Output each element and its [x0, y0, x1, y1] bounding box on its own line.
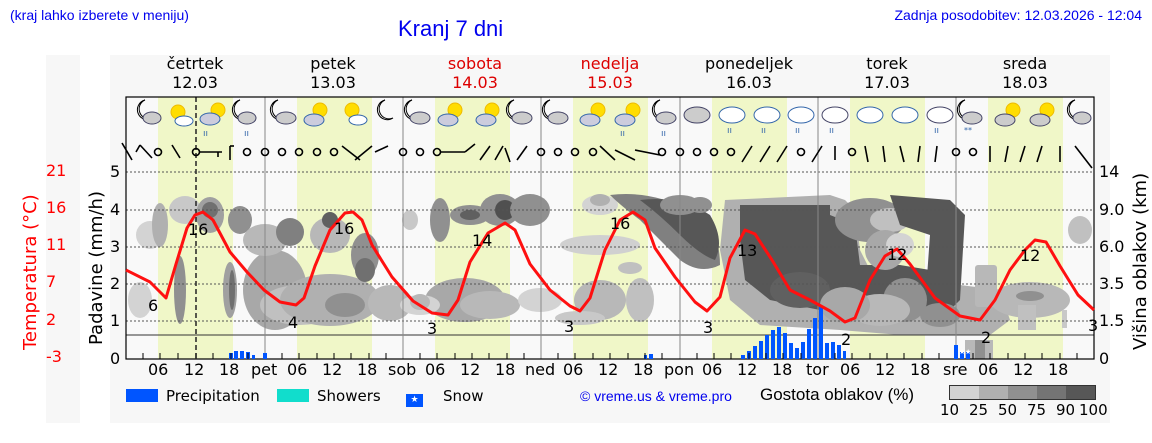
cloud-density-scale [949, 385, 1096, 400]
overcast-icon [891, 106, 919, 124]
overcast-rain-icon: ıı [926, 106, 954, 136]
day-header: sobota 14.03 [447, 54, 503, 92]
svg-text:ıı: ıı [761, 126, 766, 136]
day-header: ponedeljek 16.03 [705, 54, 793, 92]
sun-cloud-icon [994, 102, 1021, 127]
legend-showers: Showers [277, 387, 381, 405]
location-hint[interactable]: (kraj lahko izberete v meniju) [10, 7, 189, 23]
wind-barbs [121, 142, 1093, 169]
moon-cloud-icon [1066, 99, 1092, 125]
svg-text:ıı: ıı [727, 126, 732, 136]
day-header: torek 17.03 [864, 54, 910, 92]
svg-text:6: 6 [148, 296, 158, 315]
overcast-rain-icon: ıı [821, 106, 849, 136]
cloud-height-axis-title: Višina oblakov (km) [1130, 173, 1151, 350]
moon-cloud-icon [505, 99, 533, 125]
svg-text:2: 2 [841, 330, 851, 349]
svg-text:3: 3 [1088, 316, 1098, 335]
showers-swatch [277, 389, 309, 402]
svg-text:ıı: ıı [795, 126, 800, 136]
moon-cloud-snow-icon: ** [956, 99, 983, 135]
overcast-icon [856, 106, 884, 124]
day-header: petek 13.03 [310, 54, 356, 92]
legend-precipitation: Precipitation [126, 387, 260, 405]
snow-markers: ★ ★ [959, 348, 971, 356]
svg-text:3: 3 [703, 318, 713, 337]
sun-cloud-icon [303, 102, 328, 127]
overcast-rain-icon: ıı [753, 106, 781, 136]
moon-cloud-icon [403, 99, 431, 125]
svg-text:★: ★ [965, 348, 971, 356]
sun-cloud-icon [1029, 102, 1055, 127]
svg-text:4: 4 [288, 313, 298, 332]
sun-cloud-icon [475, 102, 500, 127]
day-header: četrtek 12.03 [166, 54, 224, 92]
svg-text:ıı: ıı [934, 126, 939, 136]
gridlines [126, 171, 1094, 322]
x-ticks [142, 353, 1078, 359]
svg-text:13: 13 [737, 241, 757, 260]
moon-cloud-icon [136, 99, 162, 125]
temp-axis-panel [46, 55, 80, 423]
precipitation-swatch [126, 389, 158, 402]
svg-text:3: 3 [564, 317, 574, 336]
cloud-density-ticks: 10 25 50 75 90 100 [940, 401, 1108, 419]
moon-cloud-icon [269, 99, 297, 125]
svg-text:**: ** [964, 126, 972, 135]
svg-text:Temperatura (°C): Temperatura (°C) [20, 194, 41, 351]
svg-text:12: 12 [1020, 246, 1040, 265]
sun-cloud-rain-icon: ıı [199, 102, 226, 139]
temperature-line [125, 210, 1096, 324]
svg-text:ıı: ıı [203, 129, 208, 139]
sun-cloud-icon [437, 102, 463, 127]
svg-text:ıı: ıı [244, 129, 249, 139]
sun-cloud-icon [170, 104, 194, 127]
precip-axis-title: Padavine (mm/h) [86, 191, 107, 345]
sun-cloud-rain-icon: ıı [614, 102, 641, 139]
svg-text:16: 16 [610, 214, 630, 233]
day-dividers [264, 97, 957, 359]
copyright-link[interactable]: © vreme.us & vreme.pro [580, 388, 732, 404]
page-title: Kranj 7 dni [398, 16, 504, 41]
snow-star-icon: ★ [406, 394, 423, 407]
cloud-density-label: Gostota oblakov (%) [760, 385, 915, 404]
svg-text:★: ★ [959, 348, 965, 356]
moon-cloud-rain-icon: ıı [651, 99, 677, 139]
temperature-labels: 6 16 4 16 3 14 3 16 3 13 2 12 2 12 3 [148, 214, 1098, 349]
svg-text:16: 16 [334, 219, 354, 238]
svg-text:ıı: ıı [829, 126, 834, 136]
overcast-icon [683, 106, 711, 124]
svg-text:ıı: ıı [661, 129, 666, 139]
moon-cloud-icon [541, 99, 569, 125]
day-header: nedelja 15.03 [580, 54, 640, 92]
weather-icons: ıı ıı ıı ıı ıı ıı ıı ıı ıı ** [136, 99, 1092, 139]
moon-icon [376, 99, 394, 121]
overcast-rain-icon: ıı [787, 106, 815, 136]
svg-text:12: 12 [887, 245, 907, 264]
svg-text:ıı: ıı [620, 129, 625, 139]
svg-text:Padavine (mm/h): Padavine (mm/h) [86, 191, 107, 345]
sun-cloud-icon [344, 102, 368, 126]
overcast-rain-icon: ıı [718, 106, 746, 136]
moon-cloud-rain-icon: ıı [231, 99, 257, 139]
svg-text:2: 2 [981, 328, 991, 347]
svg-text:14: 14 [472, 231, 492, 250]
temp-axis-title: Temperatura (°C) [20, 194, 41, 351]
x-axis-labels: 06 12 18 pet 06 12 18 sob 06 12 18 ned 0… [148, 360, 1069, 379]
last-update: Zadnja posodobitev: 12.03.2026 - 12:04 [894, 7, 1142, 23]
legend-snow: ★ Snow [406, 387, 483, 407]
svg-text:Višina oblakov (km): Višina oblakov (km) [1130, 173, 1151, 350]
svg-text:3: 3 [427, 319, 437, 338]
day-header: sreda 18.03 [1002, 54, 1048, 92]
svg-text:16: 16 [188, 220, 208, 239]
sun-cloud-icon [579, 102, 606, 127]
